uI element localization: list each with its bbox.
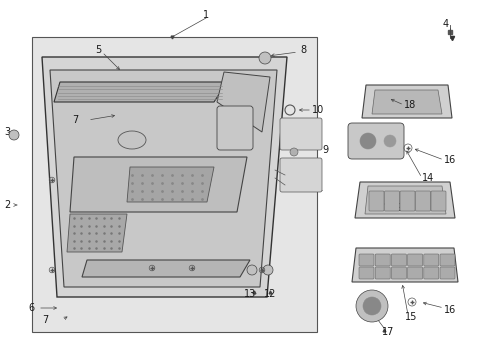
FancyBboxPatch shape (358, 254, 373, 266)
Text: 6: 6 (28, 303, 34, 313)
Polygon shape (42, 57, 286, 297)
Text: 10: 10 (311, 105, 324, 115)
FancyBboxPatch shape (390, 267, 406, 279)
Polygon shape (361, 85, 451, 118)
Text: 17: 17 (381, 327, 393, 337)
FancyBboxPatch shape (439, 267, 454, 279)
Text: 14: 14 (421, 173, 433, 183)
FancyBboxPatch shape (347, 123, 403, 159)
Polygon shape (217, 72, 269, 132)
Text: 15: 15 (404, 312, 417, 322)
FancyBboxPatch shape (423, 254, 438, 266)
Circle shape (383, 135, 395, 147)
FancyBboxPatch shape (423, 267, 438, 279)
FancyBboxPatch shape (384, 191, 399, 211)
Text: 16: 16 (443, 305, 455, 315)
Text: 2: 2 (4, 200, 10, 210)
Text: 5: 5 (95, 45, 101, 55)
Text: 7: 7 (72, 115, 78, 125)
Polygon shape (364, 186, 445, 214)
FancyBboxPatch shape (390, 254, 406, 266)
Bar (32, 37, 316, 332)
Circle shape (289, 148, 297, 156)
Circle shape (359, 133, 375, 149)
FancyBboxPatch shape (217, 106, 252, 150)
FancyBboxPatch shape (407, 267, 422, 279)
Polygon shape (67, 214, 127, 252)
Text: 7: 7 (42, 315, 48, 325)
FancyBboxPatch shape (368, 191, 383, 211)
Text: 11: 11 (311, 183, 324, 193)
FancyBboxPatch shape (374, 267, 389, 279)
Text: 13: 13 (244, 289, 256, 299)
Ellipse shape (118, 131, 146, 149)
Circle shape (246, 265, 257, 275)
Circle shape (9, 130, 19, 140)
Text: 1: 1 (203, 10, 209, 20)
FancyBboxPatch shape (430, 191, 445, 211)
Text: 4: 4 (442, 19, 448, 29)
FancyBboxPatch shape (280, 158, 321, 192)
Circle shape (263, 265, 272, 275)
Polygon shape (371, 90, 441, 114)
FancyBboxPatch shape (407, 254, 422, 266)
Polygon shape (82, 260, 249, 277)
Circle shape (259, 52, 270, 64)
Polygon shape (351, 248, 457, 282)
FancyBboxPatch shape (358, 267, 373, 279)
Text: 8: 8 (299, 45, 305, 55)
FancyBboxPatch shape (280, 118, 321, 150)
Text: 9: 9 (321, 145, 327, 155)
Text: 18: 18 (403, 100, 415, 110)
FancyBboxPatch shape (399, 191, 414, 211)
Circle shape (355, 290, 387, 322)
Text: 16: 16 (443, 155, 455, 165)
Text: 3: 3 (4, 127, 10, 137)
FancyBboxPatch shape (415, 191, 429, 211)
Polygon shape (50, 70, 276, 287)
Polygon shape (54, 82, 226, 102)
Polygon shape (70, 157, 246, 212)
FancyBboxPatch shape (374, 254, 389, 266)
Text: 19: 19 (391, 203, 404, 213)
Text: 12: 12 (263, 289, 276, 299)
Polygon shape (354, 182, 454, 218)
FancyBboxPatch shape (439, 254, 454, 266)
Polygon shape (127, 167, 214, 202)
Circle shape (362, 297, 380, 315)
